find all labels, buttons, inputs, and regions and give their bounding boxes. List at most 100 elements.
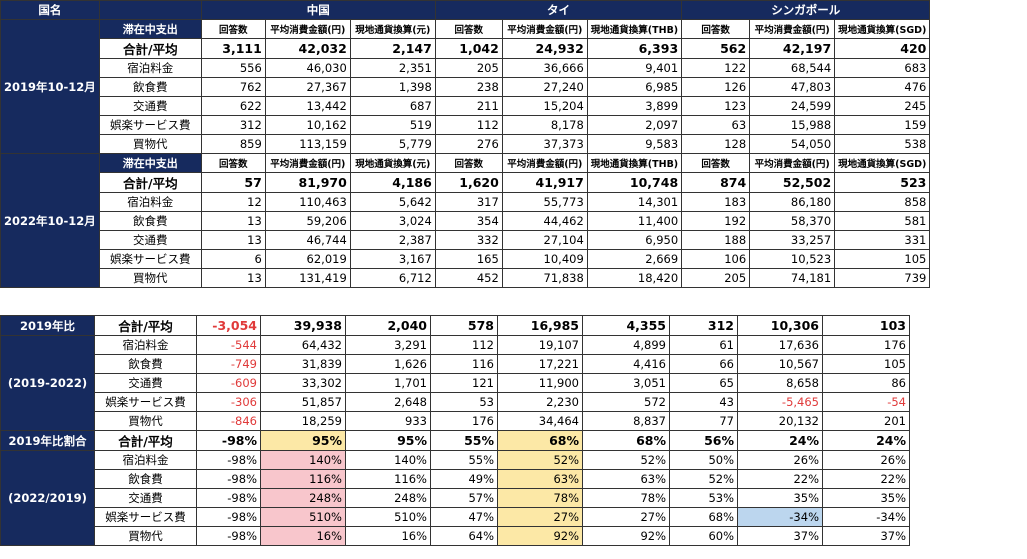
cell-entertainment-2: 3,167 (349, 249, 436, 269)
cell-entertainment-1: 510% (260, 507, 346, 527)
row-label-shopping: 買物代 (94, 411, 197, 431)
cell-lodging-6: 183 (681, 192, 751, 212)
row-label-lodging: 宿泊料金 (94, 450, 197, 470)
cell-transport-7: 35% (737, 488, 823, 508)
cell-shopping-4: 92% (497, 526, 583, 546)
section-label: 2019年比 (0, 315, 95, 336)
table-row-transport: 交通費 -609 33,302 1,701 121 11,900 3,051 65 8,658 8… (1, 373, 910, 393)
cell-entertainment-1: 51,857 (260, 392, 346, 412)
row-label-lodging: 宿泊料金 (94, 335, 197, 355)
sub-header-local-currency: 現地通貨換算(元) (349, 19, 436, 39)
cell-entertainment-4: 27% (497, 507, 583, 527)
cell-food-6: 52% (669, 469, 738, 489)
table-row-entertainment: 娯楽サービス費 312 10,162 519 112 8,178 2,097 63 15,988… (1, 115, 931, 135)
table-row-entertainment: 娯楽サービス費 -306 51,857 2,648 53 2,230 572 43 -5,465… (1, 392, 910, 412)
cell-transport-2: 2,387 (349, 230, 436, 250)
cell-shopping-8: 37% (822, 526, 910, 546)
cell-transport-4: 27,104 (501, 230, 588, 250)
cell-transport-7: 8,658 (737, 373, 823, 393)
cell-food-3: 238 (434, 77, 503, 97)
cell-food-3: 354 (434, 211, 503, 231)
cell-entertainment-3: 47% (430, 507, 498, 527)
cell-shopping-4: 71,838 (501, 268, 588, 288)
row-label-food: 飲食費 (94, 469, 197, 489)
cell-transport-4: 15,204 (501, 96, 588, 116)
cell-entertainment-2: 519 (349, 115, 436, 135)
cell-shopping-3: 276 (434, 134, 503, 154)
cell-transport-5: 3,899 (586, 96, 683, 116)
period-label: 2022年10-12月 (0, 153, 100, 288)
cell-transport-6: 53% (669, 488, 738, 508)
table-row-shopping: 買物代 13 131,419 6,712 452 71,838 18,420 205 74,18… (1, 268, 931, 288)
cell-total-avg-7: 42,197 (749, 38, 836, 59)
cell-entertainment-3: 53 (430, 392, 498, 412)
cell-total-avg-2: 4,186 (349, 172, 436, 193)
cell-total-avg-4: 68% (497, 430, 583, 451)
cell-shopping-3: 64% (430, 526, 498, 546)
cell-total-avg-7: 10,306 (737, 315, 823, 336)
cell-transport-3: 57% (430, 488, 498, 508)
cell-transport-5: 78% (582, 488, 670, 508)
cell-transport-1: 46,744 (264, 230, 351, 250)
sub-header-avg-yen: 平均消費金額(円) (264, 153, 351, 173)
cell-shopping-2: 933 (345, 411, 431, 431)
cell-total-avg-8: 420 (834, 38, 931, 59)
cell-shopping-7: 37% (737, 526, 823, 546)
cell-entertainment-1: 62,019 (264, 249, 351, 269)
cell-total-avg-5: 10,748 (586, 172, 683, 193)
cell-shopping-0: 859 (200, 134, 266, 154)
cell-shopping-8: 201 (822, 411, 910, 431)
cell-transport-8: 245 (834, 96, 931, 116)
table-row-total-avg: 2019年比割合 合計/平均 -98% 95% 95% 55% 68% 68% 56% 24% 24… (0, 430, 910, 451)
country-header-china: 中国 (200, 0, 436, 20)
cell-entertainment-4: 2,230 (497, 392, 583, 412)
table-row-lodging: (2019-2022) 宿泊料金 -544 64,432 3,291 112 19,107 4… (0, 335, 910, 431)
cell-total-avg-6: 874 (681, 172, 751, 193)
cell-transport-0: -98% (196, 488, 261, 508)
cell-transport-3: 211 (434, 96, 503, 116)
sub-header-avg-yen: 平均消費金額(円) (749, 19, 836, 39)
row-label-entertainment: 娯楽サービス費 (94, 392, 197, 412)
cell-transport-2: 687 (349, 96, 436, 116)
cell-shopping-5: 8,837 (582, 411, 670, 431)
cell-lodging-7: 17,636 (737, 335, 823, 355)
cell-food-8: 476 (834, 77, 931, 97)
row-label-entertainment: 娯楽サービス費 (98, 249, 202, 269)
cell-food-2: 1,626 (345, 354, 431, 374)
cell-total-avg-4: 41,917 (501, 172, 588, 193)
cell-total-avg-1: 39,938 (260, 315, 346, 336)
cell-shopping-6: 77 (669, 411, 738, 431)
cell-lodging-5: 52% (582, 450, 670, 470)
cell-lodging-5: 14,301 (586, 192, 683, 212)
row-label-entertainment: 娯楽サービス費 (94, 507, 197, 527)
cell-lodging-0: -98% (196, 450, 261, 470)
cell-shopping-6: 60% (669, 526, 738, 546)
cell-shopping-3: 452 (434, 268, 503, 288)
cell-total-avg-6: 312 (669, 315, 738, 336)
cell-food-0: -749 (196, 354, 261, 374)
cell-lodging-8: 683 (834, 58, 931, 78)
cell-food-7: 58,370 (749, 211, 836, 231)
top-table-body: 国名 中国 タイ シンガポール 2019年10-12月 滞在中支出 回答数 平均消費金… (0, 0, 931, 288)
cell-total-avg-0: 57 (200, 172, 266, 193)
country-header-label: 国名 (0, 0, 100, 20)
cell-food-5: 63% (582, 469, 670, 489)
cell-total-avg-0: 3,111 (200, 38, 266, 59)
cell-lodging-3: 317 (434, 192, 503, 212)
cell-lodging-1: 64,432 (260, 335, 346, 355)
cell-total-avg-7: 24% (737, 430, 823, 451)
cell-total-avg-3: 578 (430, 315, 498, 336)
cell-food-4: 44,462 (501, 211, 588, 231)
cell-shopping-2: 16% (345, 526, 431, 546)
cell-transport-4: 11,900 (497, 373, 583, 393)
cell-lodging-7: 86,180 (749, 192, 836, 212)
cell-transport-1: 33,302 (260, 373, 346, 393)
table-row-total-avg: 2019年比 合計/平均 -3,054 39,938 2,040 578 16,985 4,3… (0, 315, 910, 336)
cell-total-avg-5: 6,393 (586, 38, 683, 59)
cell-food-1: 27,367 (264, 77, 351, 97)
sub-header-count: 回答数 (434, 153, 503, 173)
cell-food-1: 31,839 (260, 354, 346, 374)
row-label-shopping: 買物代 (98, 268, 202, 288)
cell-entertainment-8: 105 (834, 249, 931, 269)
cell-entertainment-5: 2,097 (586, 115, 683, 135)
